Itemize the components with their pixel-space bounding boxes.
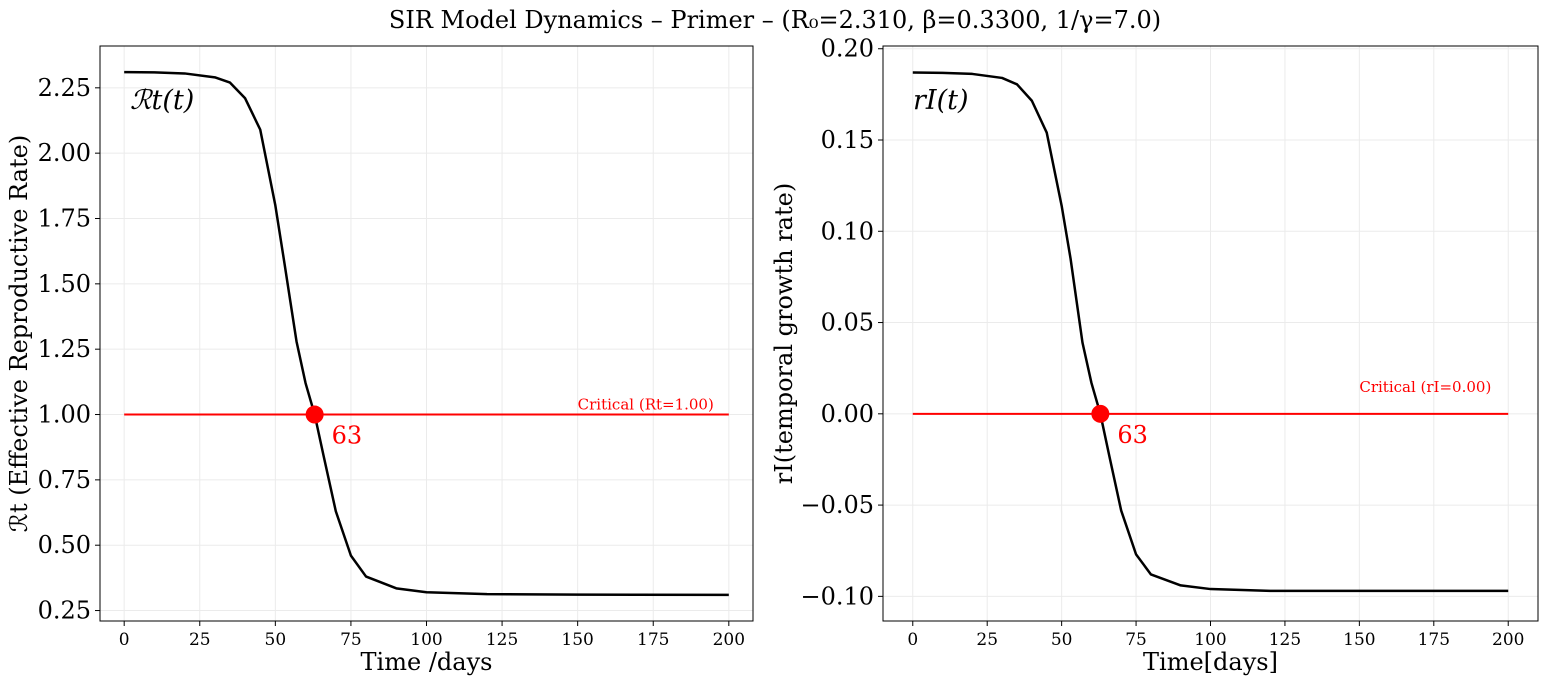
right-crossing-point bbox=[1091, 404, 1110, 423]
left-y-tick-label: 1.00 bbox=[38, 401, 91, 429]
left-plot-frame bbox=[99, 45, 754, 622]
left-y-tick-label: 0.25 bbox=[38, 597, 91, 625]
right-x-tick-label: 200 bbox=[1492, 630, 1524, 650]
right-series-label: rI(t) bbox=[913, 85, 969, 116]
left-x-tick-label: 175 bbox=[637, 630, 669, 650]
right-critical-label: Critical (rI=0.00) bbox=[1359, 378, 1491, 396]
left-x-tick-label: 50 bbox=[265, 630, 287, 650]
right-y-tick-label: 0.10 bbox=[821, 217, 874, 245]
left-x-tick-label: 25 bbox=[189, 630, 211, 650]
left-series-line bbox=[124, 70, 729, 597]
right-x-tick-label: 175 bbox=[1418, 630, 1450, 650]
right-y-tick-label: 0.20 bbox=[821, 35, 874, 63]
right-crossing-label: 63 bbox=[1117, 421, 1148, 449]
right-x-tick-label: 50 bbox=[1051, 630, 1073, 650]
right-plot-frame bbox=[882, 45, 1539, 622]
right-x-tick-label: 100 bbox=[1194, 630, 1226, 650]
right-x-axis-label: Time[days] bbox=[1143, 648, 1278, 676]
right-x-tick-label: 125 bbox=[1269, 630, 1301, 650]
left-y-tick-label: 0.50 bbox=[38, 531, 91, 559]
left-x-axis-label: Time /days bbox=[361, 648, 493, 676]
left-x-tick-label: 200 bbox=[713, 630, 745, 650]
right-series-line bbox=[912, 71, 1509, 593]
left-y-tick-label: 1.75 bbox=[38, 205, 91, 233]
right-y-tick-label: 0.15 bbox=[821, 126, 874, 154]
left-crossing-label: 63 bbox=[332, 422, 363, 450]
right-y-tick-label: 0.00 bbox=[821, 400, 874, 428]
left-y-axis-label: ℛt (Effective Reproductive Rate) bbox=[5, 135, 33, 532]
right-x-tick-label: 0 bbox=[907, 630, 918, 650]
left-critical-label: Critical (Rt=1.00) bbox=[578, 396, 714, 414]
left-crossing-point bbox=[305, 405, 324, 424]
left-chart-panel: 0 25 50 75 100 125 150 175 200 0.25 0.50 0.75 1.00 1.… bbox=[5, 45, 754, 676]
left-y-tick-label: 1.25 bbox=[38, 335, 91, 363]
right-x-tick-label: 25 bbox=[976, 630, 998, 650]
right-x-tick-label: 150 bbox=[1343, 630, 1375, 650]
left-y-tick-label: 1.50 bbox=[38, 270, 91, 298]
figure-title: SIR Model Dynamics – Primer – (R₀=2.310,… bbox=[389, 6, 1161, 34]
left-x-tick-label: 0 bbox=[119, 630, 130, 650]
left-x-tick-label: 100 bbox=[410, 630, 442, 650]
right-y-tick-label: 0.05 bbox=[821, 309, 874, 337]
left-series-label: ℛt(t) bbox=[130, 85, 194, 116]
left-x-tick-label: 125 bbox=[486, 630, 518, 650]
left-x-tick-label: 150 bbox=[561, 630, 593, 650]
right-chart-panel: 0 25 50 75 100 125 150 175 200 −0.10 −0.05 0.00 0.05… bbox=[770, 35, 1539, 676]
left-y-tick-label: 0.75 bbox=[38, 466, 91, 494]
right-x-tick-label: 75 bbox=[1125, 630, 1147, 650]
left-y-tick-label: 2.00 bbox=[38, 139, 91, 167]
right-y-tick-label: −0.05 bbox=[800, 491, 874, 519]
left-y-tick-label: 2.25 bbox=[38, 74, 91, 102]
left-x-tick-label: 75 bbox=[340, 630, 362, 650]
right-y-tick-label: −0.10 bbox=[800, 582, 874, 610]
right-y-axis-label: rI(temporal growth rate) bbox=[770, 183, 798, 484]
